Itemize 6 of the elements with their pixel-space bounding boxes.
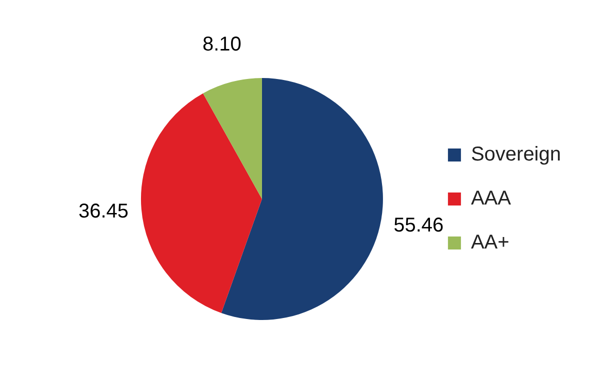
legend-label: Sovereign (470, 144, 562, 166)
legend-label: AAA (470, 188, 512, 210)
data-label: 55.46 (394, 214, 444, 237)
legend-label: AA+ (470, 232, 510, 254)
data-label: 8.10 (202, 34, 242, 56)
data-label: 36.45 (78, 200, 129, 223)
